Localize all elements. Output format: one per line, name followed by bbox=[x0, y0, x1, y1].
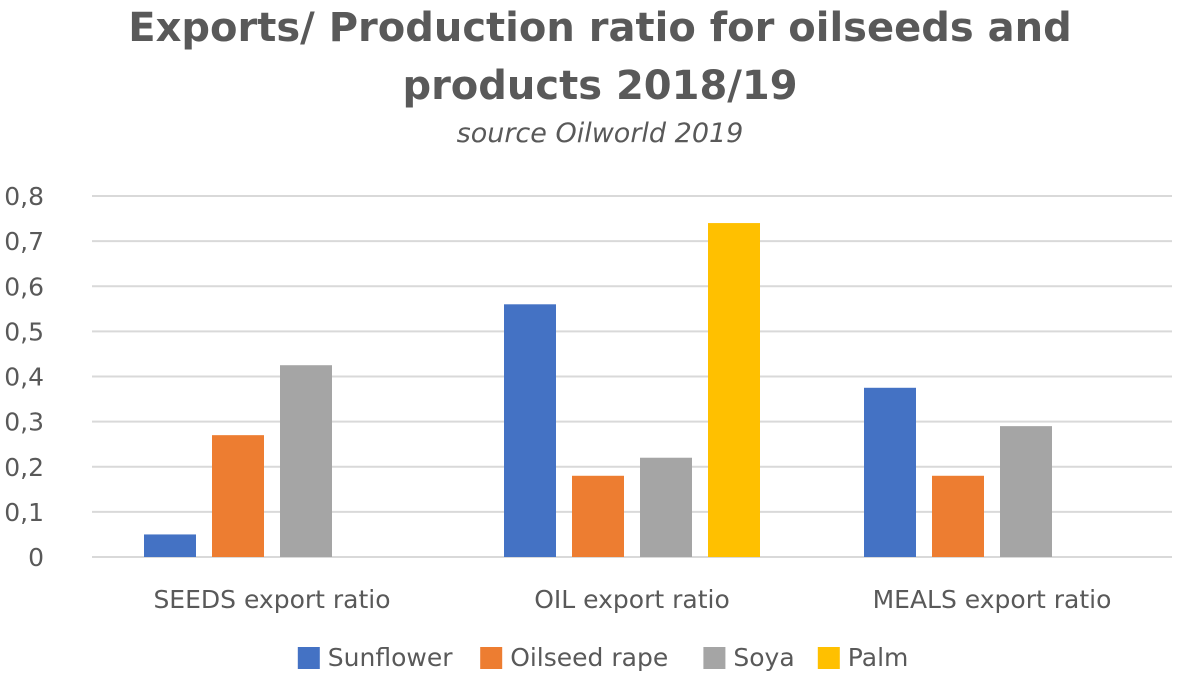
bar-soya bbox=[1000, 426, 1052, 557]
legend-swatch bbox=[297, 647, 320, 669]
bar-palm bbox=[708, 223, 760, 557]
bar-oilseed-rape bbox=[572, 475, 624, 557]
bar-oilseed-rape bbox=[932, 475, 984, 557]
y-tick-label: 0,6 bbox=[4, 272, 44, 301]
chart-title-line-1: Exports/ Production ratio for oilseeds a… bbox=[128, 5, 1072, 51]
legend: Sunflower Oilseed rape Soya Palm bbox=[297, 643, 909, 672]
bar-soya bbox=[280, 365, 332, 557]
bar-sunflower bbox=[864, 387, 916, 557]
x-category-label: SEEDS export ratio bbox=[153, 585, 390, 614]
legend-swatch bbox=[703, 647, 726, 669]
legend-swatch bbox=[480, 647, 503, 669]
y-tick-label: 0,1 bbox=[4, 498, 44, 527]
legend-label: Oilseed rape bbox=[510, 643, 668, 672]
y-tick-label: 0,8 bbox=[4, 182, 44, 211]
legend-label: Soya bbox=[733, 643, 794, 672]
gridlines bbox=[92, 195, 1172, 558]
bar-soya bbox=[640, 457, 692, 557]
x-category-label: MEALS export ratio bbox=[873, 585, 1112, 614]
chart-title-line-2: products 2018/19 bbox=[402, 63, 798, 109]
y-tick-label: 0,3 bbox=[4, 408, 44, 437]
bar-sunflower bbox=[144, 534, 196, 557]
y-tick-label: 0,4 bbox=[4, 363, 44, 392]
x-category-label: OIL export ratio bbox=[534, 585, 730, 614]
y-tick-label: 0 bbox=[28, 543, 44, 572]
y-tick-label: 0,5 bbox=[4, 317, 44, 346]
bar-sunflower bbox=[504, 304, 556, 557]
y-axis-ticks: 0 0,1 0,2 0,3 0,4 0,5 0,6 0,7 0,8 bbox=[4, 182, 44, 572]
chart-subtitle: source Oilworld 2019 bbox=[456, 118, 744, 149]
legend-label: Palm bbox=[848, 643, 909, 672]
legend-label: Sunflower bbox=[328, 643, 453, 672]
x-axis-labels: SEEDS export ratio OIL export ratio MEALS … bbox=[153, 585, 1111, 614]
bar-oilseed-rape bbox=[212, 435, 264, 557]
bars bbox=[144, 223, 1052, 557]
y-tick-label: 0,2 bbox=[4, 453, 44, 482]
y-tick-label: 0,7 bbox=[4, 227, 44, 256]
legend-swatch bbox=[817, 647, 840, 669]
